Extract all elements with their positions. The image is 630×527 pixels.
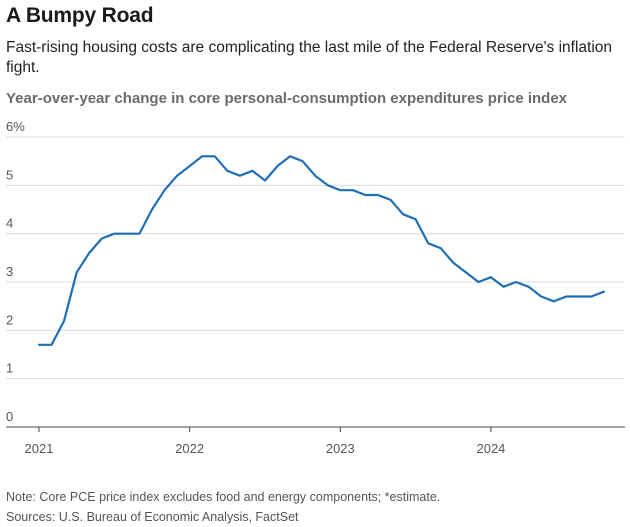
y-tick-label: 5 bbox=[6, 167, 13, 182]
note-text: Note: Core PCE price index excludes food… bbox=[6, 490, 441, 504]
y-tick-label: 6% bbox=[6, 119, 25, 134]
series-line bbox=[37, 155, 606, 346]
y-tick-label: 0 bbox=[6, 409, 13, 424]
chart-title: A Bumpy Road bbox=[6, 4, 154, 27]
y-tick-label: 2 bbox=[6, 312, 13, 327]
chart-label: Year-over-year change in core personal-c… bbox=[6, 90, 568, 107]
y-tick-label: 3 bbox=[6, 264, 13, 279]
sources-text: Sources: U.S. Bureau of Economic Analysi… bbox=[6, 510, 299, 524]
line-chart: 6% 5 4 3 2 1 0 2021 2022 2023 2024 bbox=[6, 119, 625, 456]
footnotes: Note: Core PCE price index excludes food… bbox=[6, 487, 440, 527]
chart-subtitle: Fast-rising housing costs are complicati… bbox=[6, 39, 613, 76]
x-tick-label: 2024 bbox=[476, 441, 505, 456]
x-tick-label: 2021 bbox=[25, 441, 54, 456]
x-tick-label: 2022 bbox=[175, 441, 204, 456]
x-tick-label: 2023 bbox=[326, 441, 355, 456]
y-tick-label: 4 bbox=[6, 216, 13, 231]
y-tick-label: 1 bbox=[6, 361, 13, 376]
